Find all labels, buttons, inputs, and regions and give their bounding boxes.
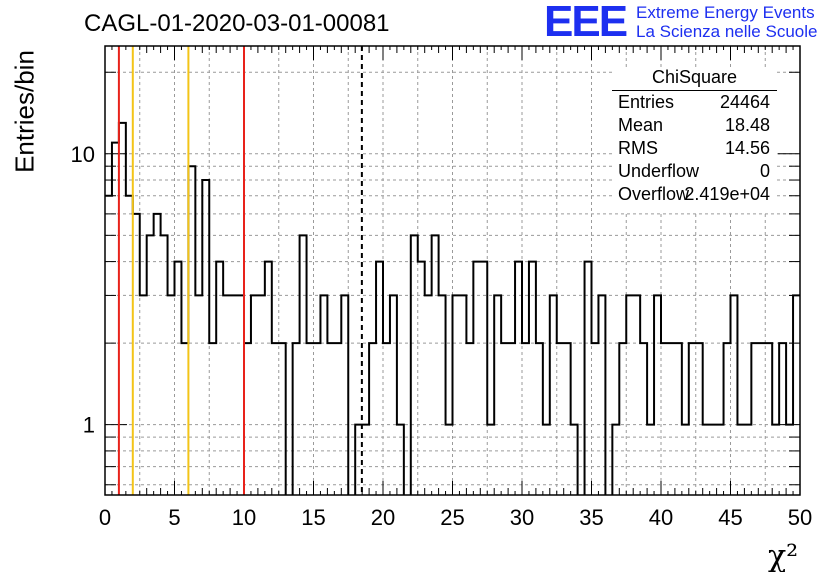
- x-axis-label: χ²: [768, 539, 798, 572]
- chart-title: CAGL-01-2020-03-01-00081: [84, 10, 390, 37]
- x-tick-label: 5: [168, 505, 180, 530]
- x-tick-label: 30: [510, 505, 534, 530]
- stats-label: RMS: [618, 138, 658, 158]
- logo-line-1: Extreme Energy Events: [636, 3, 815, 22]
- x-tick-label: 20: [371, 505, 395, 530]
- x-tick-label: 40: [649, 505, 673, 530]
- histogram-series: [105, 121, 800, 495]
- x-tick-label: 50: [788, 505, 812, 530]
- stats-label: Underflow: [618, 161, 700, 181]
- stats-box-divider: [612, 90, 777, 91]
- y-axis-label-container: Entries/bin: [2, 40, 42, 190]
- x-tick-label: 35: [579, 505, 603, 530]
- plot-frame: [104, 45, 801, 496]
- logo-line-2: La Scienza nelle Scuole: [636, 22, 818, 41]
- logo-mark: EEE: [544, 0, 628, 46]
- stats-box: ChiSquare Entries 24464 Mean 18.48 RMS 1…: [612, 67, 777, 213]
- y-axis-label: Entries/bin: [9, 50, 40, 173]
- y-tick-label: 10: [71, 142, 95, 167]
- stats-value: 2.419e+04: [684, 184, 770, 204]
- stats-value: 14.56: [724, 138, 770, 158]
- stats-value: 24464: [719, 92, 770, 112]
- x-tick-label: 10: [232, 505, 256, 530]
- stats-label: Overflow: [618, 184, 690, 204]
- logo-text: Extreme Energy Events La Scienza nelle S…: [636, 3, 817, 41]
- stats-value: 18.48: [724, 115, 770, 135]
- stats-label: Entries: [618, 92, 675, 112]
- stats-label: Mean: [618, 115, 664, 135]
- stats-box-title: ChiSquare: [651, 67, 738, 87]
- stats-value: 0: [759, 161, 770, 181]
- y-tick-label: 1: [83, 413, 95, 438]
- eee-logo: EEE Extreme Energy Events La Scienza nel…: [544, 0, 832, 46]
- x-tick-label: 25: [440, 505, 464, 530]
- x-tick-label: 0: [99, 505, 111, 530]
- x-tick-label: 45: [718, 505, 742, 530]
- x-tick-label: 15: [301, 505, 325, 530]
